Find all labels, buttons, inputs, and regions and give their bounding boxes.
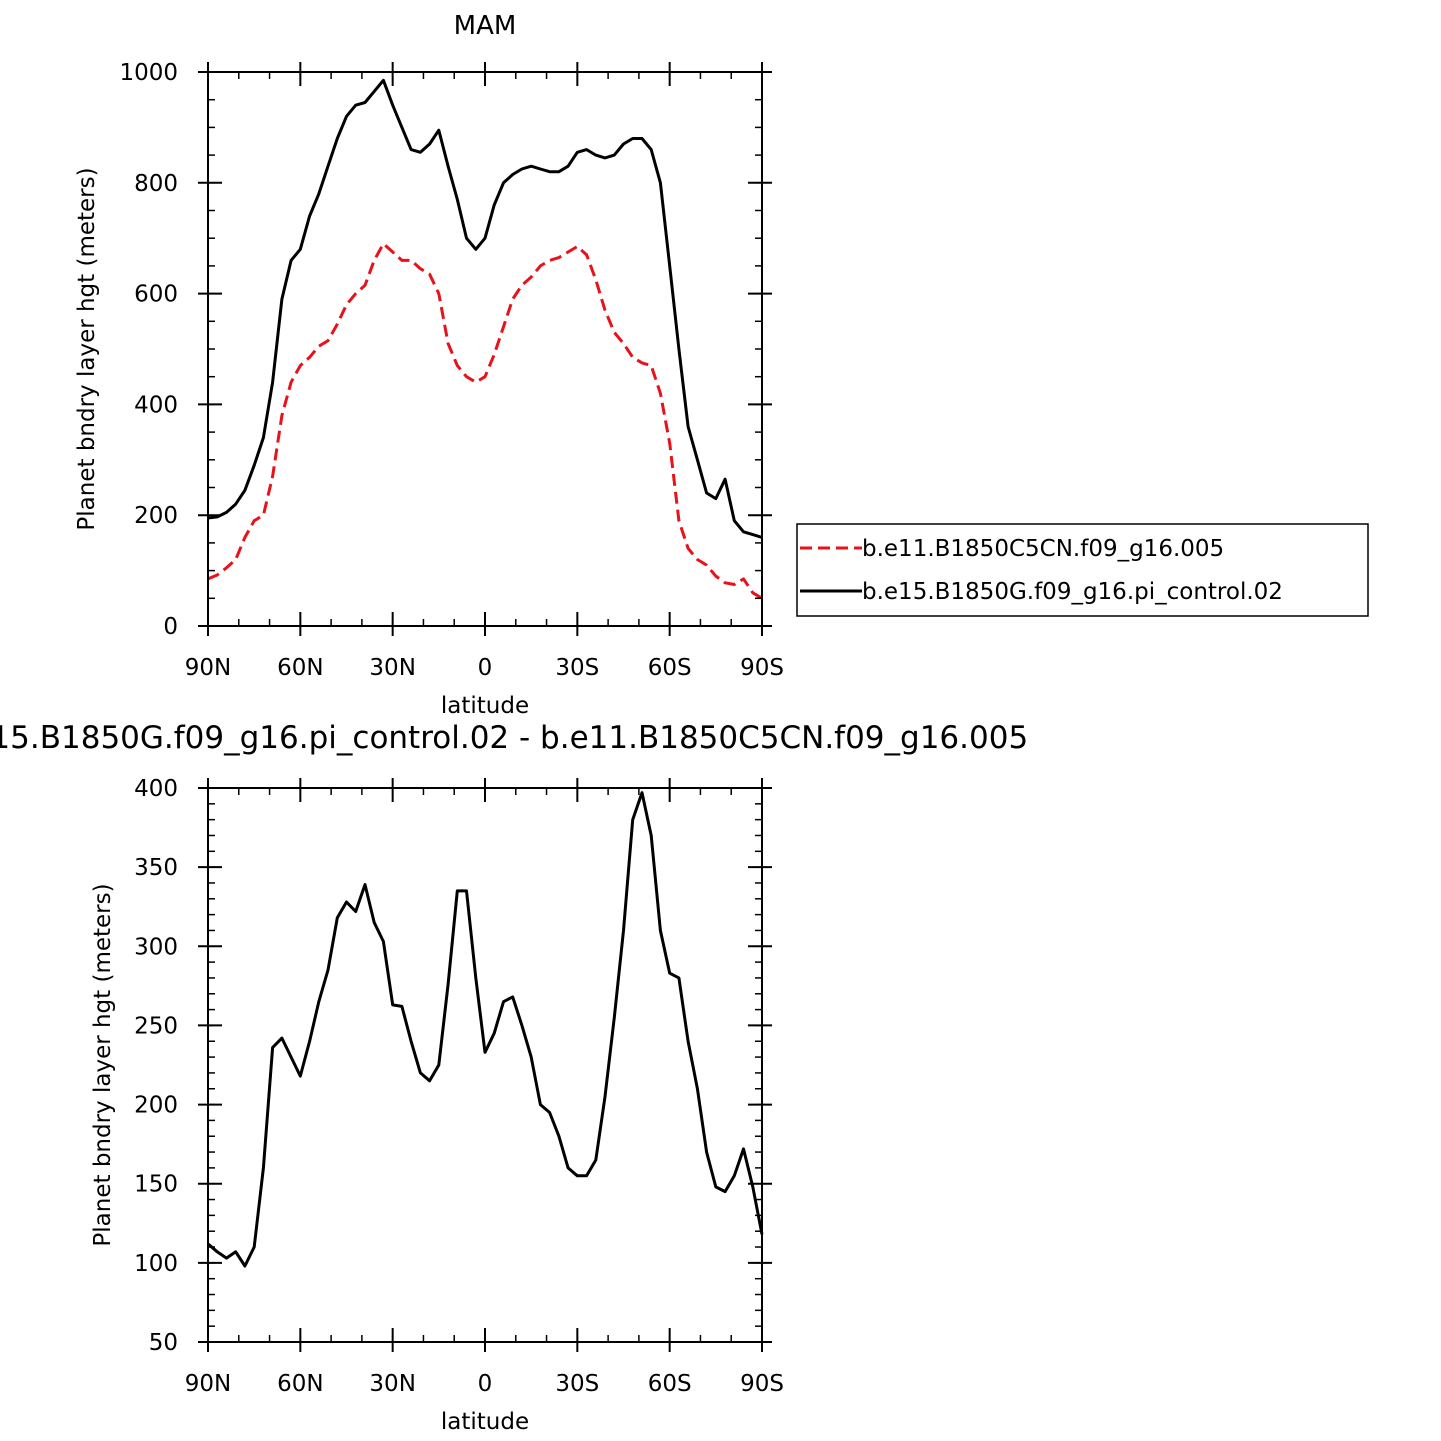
bottom-y-tick-label: 100 xyxy=(134,1251,178,1277)
top-y-axis-label: Planet bndry layer hgt (meters) xyxy=(74,167,100,530)
top-series-line-1 xyxy=(207,242,763,600)
top-x-tick-label: 90S xyxy=(740,655,784,681)
bottom-x-axis-label: latitude xyxy=(441,1409,529,1435)
top-axis-ticks: 90N 60N 30N 0 30S 60S 90S 0 200 400 600 800 1000 xyxy=(119,60,783,681)
bottom-series-group xyxy=(207,791,764,1268)
bottom-plot-frame xyxy=(207,787,763,1343)
bottom-x-tick-label: 30S xyxy=(555,1371,599,1397)
top-x-tick-label: 60S xyxy=(648,655,692,681)
bottom-y-tick-label: 400 xyxy=(134,776,178,802)
bottom-x-tick-label: 90S xyxy=(740,1371,784,1397)
bottom-y-tick-label: 150 xyxy=(134,1172,178,1198)
top-x-tick-label: 30S xyxy=(555,655,599,681)
top-y-tick-label: 200 xyxy=(134,503,178,529)
bottom-series-line-1 xyxy=(207,791,764,1268)
top-y-tick-label: 0 xyxy=(163,614,178,640)
legend-label-series-2: b.e15.B1850G.f09_g16.pi_control.02 xyxy=(862,579,1283,605)
bottom-axis-ticks: 90N 60N 30N 0 30S 60S 90S 50 100 150 200 250 300 350 4… xyxy=(134,776,784,1397)
bottom-y-tick-label: 50 xyxy=(149,1330,178,1356)
top-series-line-2 xyxy=(207,78,763,539)
top-x-tick-label: 30N xyxy=(369,655,415,681)
top-chart-title: MAM xyxy=(454,11,517,41)
bottom-x-tick-label: 30N xyxy=(369,1371,415,1397)
top-y-tick-label: 800 xyxy=(134,171,178,197)
bottom-panel: b.e15.B1850G.f09_g16.pi_control.02 - b.e… xyxy=(0,720,1028,1435)
legend-box xyxy=(796,523,1369,617)
top-x-tick-label: 0 xyxy=(478,655,493,681)
top-x-axis-label: latitude xyxy=(441,693,529,719)
top-y-tick-label: 600 xyxy=(134,282,178,308)
top-x-tick-label: 90N xyxy=(185,655,231,681)
bottom-y-tick-label: 250 xyxy=(134,1013,178,1039)
bottom-x-tick-label: 90N xyxy=(185,1371,231,1397)
top-panel: MAM 90N 60N 30N 0 30S 60S 90S 0 200 400 600 800 1000… xyxy=(74,11,784,719)
bottom-x-tick-label: 60N xyxy=(277,1371,323,1397)
bottom-y-tick-label: 350 xyxy=(134,855,178,881)
top-y-tick-label: 400 xyxy=(134,392,178,418)
top-x-tick-label: 60N xyxy=(277,655,323,681)
bottom-y-tick-label: 300 xyxy=(134,934,178,960)
bottom-x-tick-label: 0 xyxy=(478,1371,493,1397)
legend-label-series-1: b.e11.B1850C5CN.f09_g16.005 xyxy=(862,536,1224,562)
bottom-y-tick-label: 200 xyxy=(134,1093,178,1119)
bottom-chart-title: b.e15.B1850G.f09_g16.pi_control.02 - b.e… xyxy=(0,720,1028,756)
bottom-x-tick-label: 60S xyxy=(648,1371,692,1397)
legend: b.e11.B1850C5CN.f09_g16.005 b.e15.B1850G… xyxy=(796,523,1369,617)
top-series-group xyxy=(207,78,763,600)
top-y-tick-label: 1000 xyxy=(119,60,178,86)
bottom-y-axis-label: Planet bndry layer hgt (meters) xyxy=(90,883,116,1246)
